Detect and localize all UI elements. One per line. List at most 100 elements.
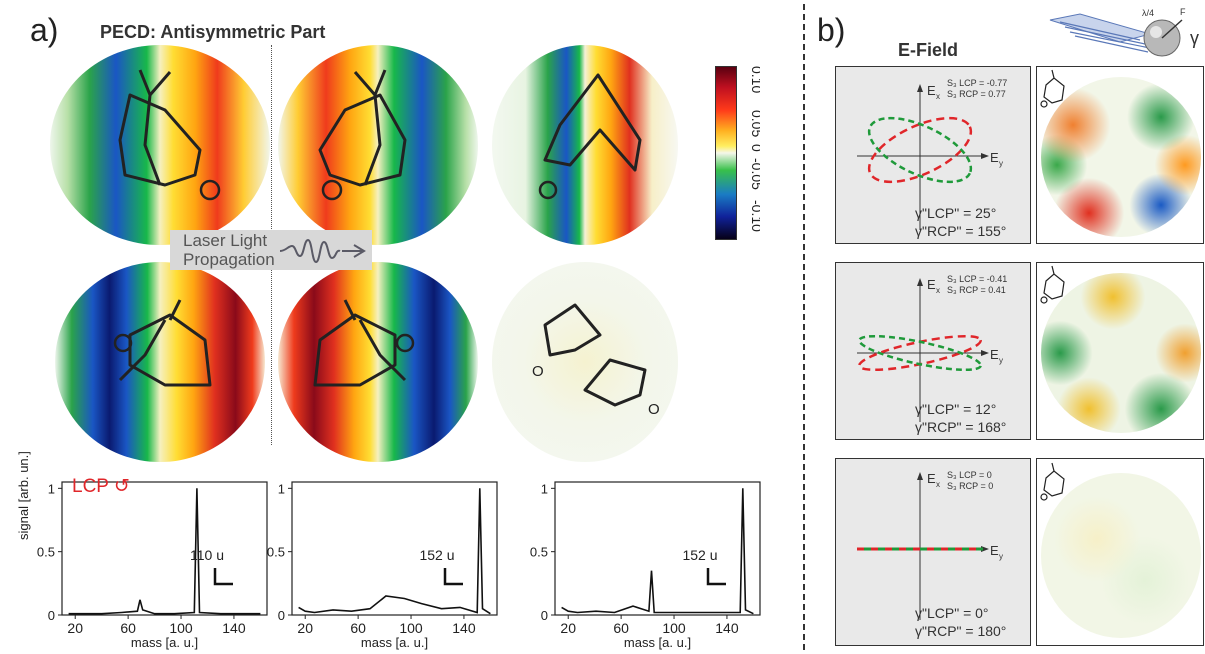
ey-label: E (990, 150, 999, 165)
colorbar (715, 66, 737, 240)
panel-a-label: a) (30, 12, 59, 48)
efield-box-3 (835, 458, 1031, 646)
gamma-rcp-2: γ"RCP" = 168° (915, 419, 1006, 435)
x-tick-label: 100 (399, 620, 423, 636)
x-tick-label: 140 (222, 620, 246, 636)
pecd-image-box-3 (1036, 458, 1204, 646)
s3-lcp-2: S₃ LCP = -0.41 (947, 274, 1007, 284)
rcp-ellipse-2 (858, 334, 982, 372)
spectrum-line-3 (561, 488, 754, 615)
gamma-lcp-2: γ"LCP" = 12° (915, 401, 996, 417)
lcp-ellipse-2 (858, 334, 982, 372)
gamma-rcp-1: γ"RCP" = 155° (915, 223, 1006, 239)
molecule-o-label: O (648, 401, 660, 418)
peak-label: 152 u (682, 547, 717, 563)
panel-divider (803, 4, 805, 650)
peak-label: 110 u (190, 547, 224, 563)
ex-sub: x (936, 286, 940, 295)
y-tick-label: 0.5 (530, 545, 548, 560)
x-tick-label: 100 (169, 620, 193, 636)
propagation-label-2: Propagation (183, 250, 275, 269)
x-tick-label: 60 (613, 620, 629, 636)
x-axis-label: mass [a. u.] (361, 635, 428, 650)
x-axis-label: mass [a. u.] (131, 635, 198, 650)
y-tick-label: 0.5 (267, 545, 285, 560)
lcp-text: LCP (72, 476, 109, 497)
y-tick-label: 0 (541, 608, 548, 623)
quarter-wave-label: λ/4 (1142, 8, 1154, 18)
panel-a-title: PECD: Antisymmetric Part (100, 22, 326, 42)
x-tick-label: 20 (67, 620, 83, 636)
x-tick-label: 60 (350, 620, 366, 636)
s3-rcp-3: S₃ RCP = 0 (947, 481, 993, 491)
vmi-image-r1c1 (50, 45, 270, 245)
molecule-o-label: O (532, 363, 544, 380)
wave-packet-icon (280, 238, 366, 264)
colorbar-tick: -0.10 (749, 200, 760, 232)
spectrum-frame-1 (61, 481, 268, 616)
ex-label: E (927, 471, 936, 486)
ey-label: E (990, 543, 999, 558)
lcp-ellipse-1 (867, 116, 973, 184)
ey-sub: y (999, 356, 1003, 365)
pecd-image-2 (1041, 273, 1201, 433)
x-tick-label: 20 (560, 620, 576, 636)
x-tick-label: 140 (452, 620, 476, 636)
peak-arrow-icon (443, 568, 463, 586)
s3-rcp-1: S₃ RCP = 0.77 (947, 89, 1006, 99)
waveplate-setup-icon: λ/4 F γ (1049, 7, 1199, 57)
x-tick-label: 60 (120, 620, 136, 636)
colorbar-ticks: 0.10 0.05 0 -0.05 -0.10 (749, 66, 760, 232)
spectra-charts: 20 60 100 140 0 0.5 1 mass [a. u.] 110 u 20 60 100 1… (37, 481, 761, 650)
spectrum-line-1 (68, 488, 261, 615)
ey-sub: y (999, 159, 1003, 168)
y-tick-label: 1 (278, 481, 285, 496)
y-tick-label: 1 (48, 481, 55, 496)
ey-label: E (990, 347, 999, 362)
vmi-image-r2c1 (55, 262, 265, 462)
peak-arrow-icon (706, 568, 726, 586)
rcp-ellipse-1 (867, 116, 973, 184)
spectrum-frame-3 (554, 481, 761, 616)
circular-arrow-icon: ↺ (113, 476, 130, 497)
efield-box-1 (835, 66, 1031, 244)
panel-b-title: E-Field (898, 40, 959, 60)
gamma-lcp-3: γ"LCP" = 0° (915, 605, 989, 621)
vmi-image-r1c3 (492, 45, 678, 245)
colorbar-tick: 0 (749, 144, 760, 152)
colorbar-tick: -0.05 (749, 158, 760, 190)
s3-lcp-3: S₃ LCP = 0 (947, 470, 992, 480)
propagation-label-1: Laser Light (183, 231, 268, 250)
x-tick-label: 100 (662, 620, 686, 636)
colorbar-tick: 0.10 (749, 66, 760, 93)
ex-label: E (927, 83, 936, 98)
gamma-lcp-1: γ"LCP" = 25° (915, 205, 996, 221)
small-molecule-icons (1040, 69, 1065, 501)
vmi-image-r1c2 (278, 45, 478, 245)
gamma-rcp-3: γ"RCP" = 180° (915, 623, 1006, 639)
x-tick-label: 140 (715, 620, 739, 636)
pecd-image-1 (1041, 77, 1201, 237)
molecule-overlays: O O (113, 69, 660, 418)
vmi-image-r2c2 (278, 262, 478, 462)
pecd-image-box-1 (1036, 66, 1204, 244)
f-label: F (1180, 7, 1186, 17)
x-tick-label: 20 (297, 620, 313, 636)
vmi-image-r2c3 (492, 262, 678, 462)
y-tick-label: 0.5 (37, 545, 55, 560)
y-tick-label: 0 (48, 608, 55, 623)
ex-label: E (927, 277, 936, 292)
x-axis-label: mass [a. u.] (624, 635, 691, 650)
s3-lcp-1: S₃ LCP = -0.77 (947, 78, 1007, 88)
pecd-image-box-2 (1036, 262, 1204, 440)
efield-box-2 (835, 262, 1031, 440)
peak-arrow-icon (213, 568, 233, 586)
spectrum-line-2 (298, 488, 491, 615)
gamma-label: γ (1190, 28, 1199, 48)
lcp-label: LCP ↺ (72, 475, 130, 498)
peak-label: 152 u (419, 547, 454, 563)
ex-sub: x (936, 480, 940, 489)
colorbar-tick: 0.05 (749, 110, 760, 137)
ex-sub: x (936, 92, 940, 101)
